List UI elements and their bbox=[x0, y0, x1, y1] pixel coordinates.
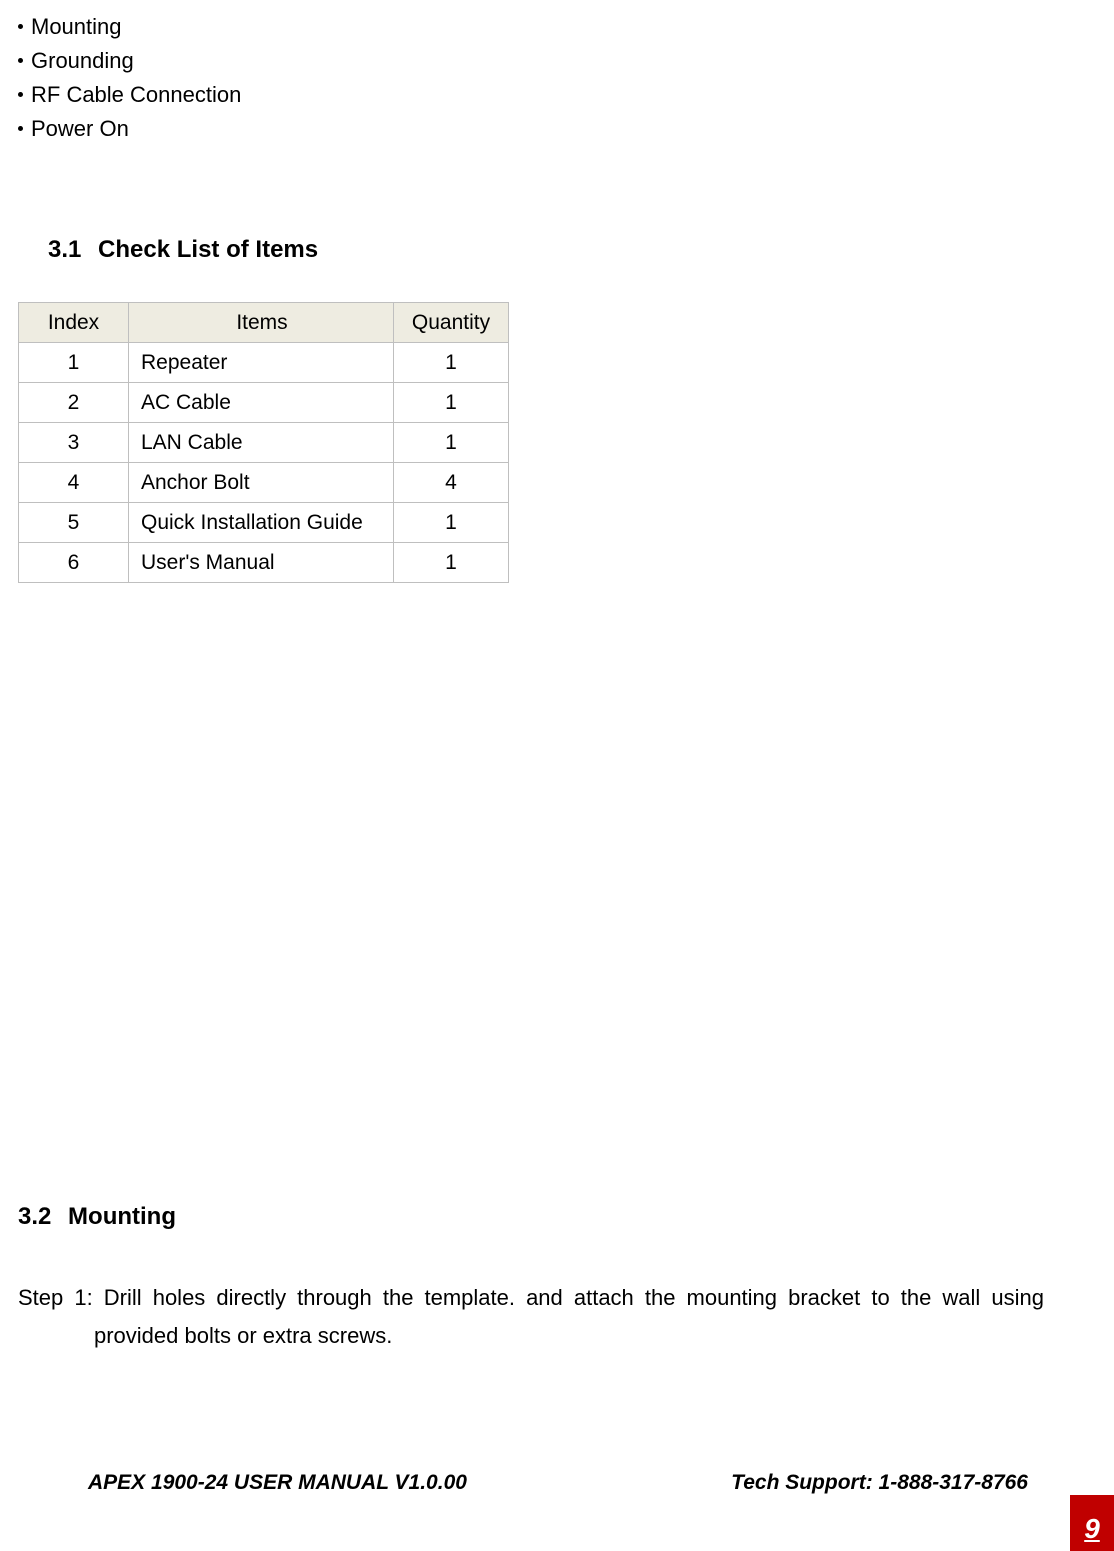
cell-index: 5 bbox=[19, 503, 129, 543]
cell-index: 3 bbox=[19, 423, 129, 463]
cell-item: User's Manual bbox=[129, 543, 394, 583]
page-number: 9 bbox=[1070, 1507, 1114, 1551]
cell-qty: 1 bbox=[394, 503, 509, 543]
cell-index: 6 bbox=[19, 543, 129, 583]
bullet-icon bbox=[18, 126, 23, 131]
cell-index: 2 bbox=[19, 383, 129, 423]
cell-qty: 1 bbox=[394, 423, 509, 463]
cell-index: 4 bbox=[19, 463, 129, 503]
table-row: 1 Repeater 1 bbox=[19, 343, 509, 383]
bullet-text: Mounting bbox=[31, 10, 122, 44]
cell-item: Quick Installation Guide bbox=[129, 503, 394, 543]
cell-qty: 1 bbox=[394, 343, 509, 383]
list-item: Mounting bbox=[18, 10, 1044, 44]
cell-qty: 1 bbox=[394, 383, 509, 423]
col-header-quantity: Quantity bbox=[394, 303, 509, 343]
cell-qty: 1 bbox=[394, 543, 509, 583]
bullet-text: Grounding bbox=[31, 44, 134, 78]
list-item: RF Cable Connection bbox=[18, 78, 1044, 112]
cell-item: Anchor Bolt bbox=[129, 463, 394, 503]
step-paragraph: Step 1: Drill holes directly through the… bbox=[18, 1279, 1044, 1354]
section-number: 3.2 bbox=[18, 1203, 51, 1230]
section-heading-mounting: 3.2 Mounting bbox=[18, 1203, 1044, 1231]
table-row: 6 User's Manual 1 bbox=[19, 543, 509, 583]
bullet-icon bbox=[18, 92, 23, 97]
bullet-text: RF Cable Connection bbox=[31, 78, 241, 112]
table-row: 4 Anchor Bolt 4 bbox=[19, 463, 509, 503]
section-heading-checklist: 3.1 Check List of Items bbox=[48, 236, 1044, 264]
bullet-list: Mounting Grounding RF Cable Connection P… bbox=[18, 10, 1044, 146]
list-item: Power On bbox=[18, 112, 1044, 146]
cell-item: LAN Cable bbox=[129, 423, 394, 463]
col-header-index: Index bbox=[19, 303, 129, 343]
bullet-text: Power On bbox=[31, 112, 129, 146]
page-accent-bar bbox=[1070, 1495, 1114, 1507]
table-header-row: Index Items Quantity bbox=[19, 303, 509, 343]
table-row: 5 Quick Installation Guide 1 bbox=[19, 503, 509, 543]
cell-index: 1 bbox=[19, 343, 129, 383]
checklist-table: Index Items Quantity 1 Repeater 1 2 AC C… bbox=[18, 302, 509, 583]
list-item: Grounding bbox=[18, 44, 1044, 78]
bullet-icon bbox=[18, 24, 23, 29]
footer-right: Tech Support: 1-888-317-8766 bbox=[731, 1471, 1028, 1495]
col-header-items: Items bbox=[129, 303, 394, 343]
bullet-icon bbox=[18, 58, 23, 63]
section-title: Check List of Items bbox=[98, 236, 318, 263]
section-number: 3.1 bbox=[48, 236, 81, 263]
footer-left: APEX 1900-24 USER MANUAL V1.0.00 bbox=[88, 1471, 467, 1495]
section-title: Mounting bbox=[68, 1203, 176, 1230]
cell-qty: 4 bbox=[394, 463, 509, 503]
cell-item: AC Cable bbox=[129, 383, 394, 423]
page-footer: APEX 1900-24 USER MANUAL V1.0.00 Tech Su… bbox=[88, 1471, 1028, 1495]
table-row: 3 LAN Cable 1 bbox=[19, 423, 509, 463]
cell-item: Repeater bbox=[129, 343, 394, 383]
page-number-badge: 9 bbox=[1070, 1495, 1114, 1551]
table-row: 2 AC Cable 1 bbox=[19, 383, 509, 423]
step-text: Step 1: Drill holes directly through the… bbox=[18, 1279, 1044, 1354]
